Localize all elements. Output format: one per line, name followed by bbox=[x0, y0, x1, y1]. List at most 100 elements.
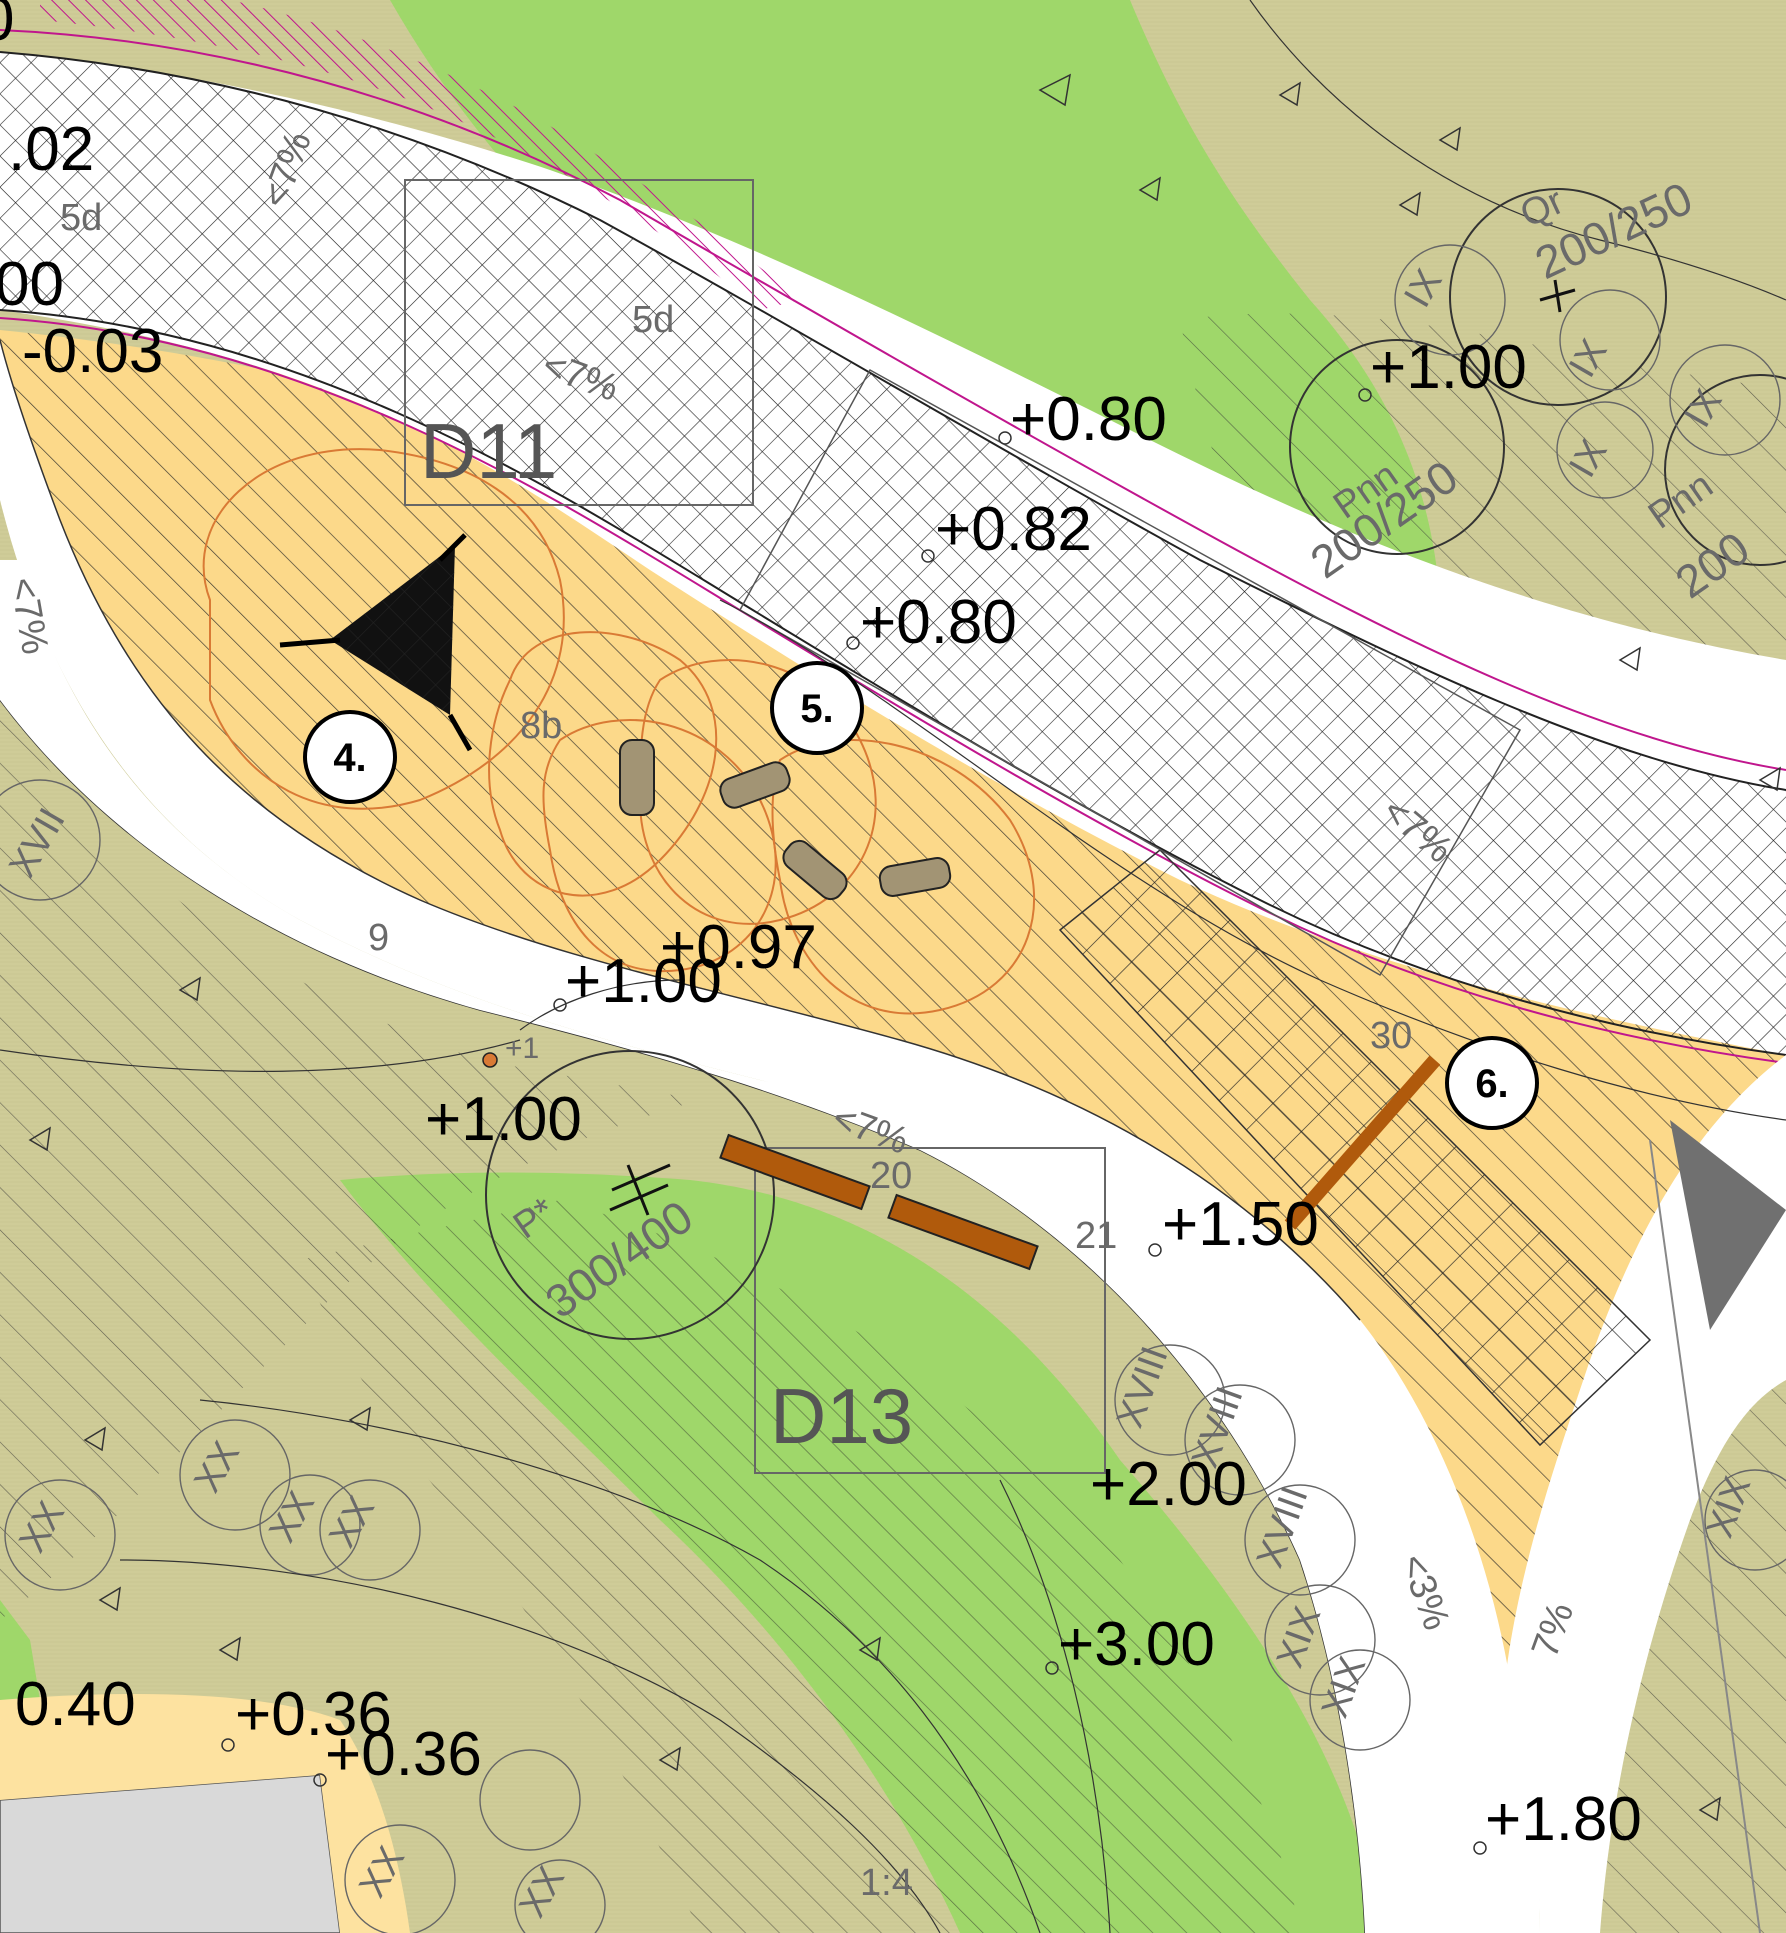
area-label-21: 21 bbox=[1075, 1215, 1117, 1257]
detail-code-d11: D11 bbox=[420, 407, 557, 495]
survey-point bbox=[846, 636, 860, 650]
tree-marker bbox=[609, 1183, 669, 1212]
area-label-5d-b: 5d bbox=[632, 299, 674, 341]
small-tree bbox=[0, 779, 101, 901]
small-tree bbox=[319, 1479, 421, 1581]
safety-zone-net bbox=[202, 448, 565, 810]
callout-label: 6. bbox=[1475, 1062, 1508, 1106]
area-label-20: 20 bbox=[870, 1155, 912, 1197]
triangle-marker bbox=[28, 1126, 51, 1152]
balance-beam bbox=[1284, 1055, 1441, 1230]
small-tree bbox=[1114, 1344, 1226, 1456]
gravel-path-edge-bottom bbox=[0, 309, 1786, 1056]
triangle-marker bbox=[1618, 646, 1641, 672]
entrance-arrow bbox=[1670, 1120, 1786, 1330]
survey-points bbox=[221, 388, 1487, 1855]
triangle-marker bbox=[658, 1746, 681, 1772]
small-tree bbox=[259, 1474, 361, 1576]
triangle-marker bbox=[218, 1636, 241, 1662]
elevation-label: +0.82 bbox=[935, 495, 1092, 564]
construction-box bbox=[738, 368, 1522, 977]
tree-p bbox=[485, 1050, 775, 1340]
scale-label: 1:4 bbox=[860, 1862, 913, 1904]
elevation-label: +1.00 bbox=[425, 1085, 582, 1154]
climbing-net-arm bbox=[438, 533, 467, 562]
elevation-label: +0.36 bbox=[325, 1720, 482, 1789]
contour-line bbox=[119, 1559, 941, 1933]
play-log bbox=[782, 839, 848, 901]
small-tree bbox=[1264, 1584, 1376, 1696]
play-log bbox=[619, 739, 655, 816]
area-label-30: 30 bbox=[1370, 1015, 1412, 1057]
elevation-label: +0.80 bbox=[860, 588, 1017, 657]
callout-circle bbox=[770, 661, 864, 755]
callout-6: 6. bbox=[1445, 1036, 1539, 1130]
tree-marker bbox=[626, 1164, 650, 1216]
small-trees bbox=[0, 244, 1786, 1933]
small-tree bbox=[479, 1749, 581, 1851]
triangle-marker bbox=[1438, 126, 1461, 152]
walking-path-main-outline bbox=[0, 339, 1361, 1321]
survey-point bbox=[553, 998, 567, 1012]
detail-box-d11 bbox=[404, 179, 754, 506]
triangle-marker bbox=[348, 1406, 371, 1432]
safety-zone-logs-a bbox=[488, 631, 718, 897]
contour-line bbox=[0, 1039, 521, 1072]
area-label-9: 9 bbox=[368, 917, 389, 959]
elevation-label: +1.80 bbox=[1485, 1785, 1642, 1854]
triangle-marker bbox=[1698, 1796, 1721, 1822]
small-tree bbox=[4, 1479, 116, 1591]
contour-line bbox=[999, 1479, 1111, 1933]
callout-4: 4. bbox=[303, 710, 397, 804]
lawn-hatch-bottom bbox=[300, 1200, 1300, 1933]
callout-label: 4. bbox=[333, 736, 366, 780]
small-tree bbox=[179, 1419, 291, 1531]
contour-line bbox=[719, 599, 1786, 1121]
climbing-net-mesh bbox=[330, 545, 455, 715]
survey-point bbox=[313, 1773, 327, 1787]
elevation-label: 0.40 bbox=[15, 1670, 136, 1739]
triangle-marker bbox=[1138, 176, 1161, 202]
sand-bottom-left bbox=[0, 1694, 410, 1933]
green-area-left-sliver bbox=[0, 1600, 40, 1720]
small-tree bbox=[1669, 344, 1781, 456]
area-label-5d-a: 5d bbox=[60, 197, 102, 239]
climbing-net bbox=[279, 533, 473, 752]
magenta-line-top bbox=[0, 29, 1786, 771]
survey-point bbox=[998, 431, 1012, 445]
triangle-marker bbox=[98, 1586, 121, 1612]
play-log bbox=[719, 761, 791, 809]
elevation-label: +2.00 bbox=[1090, 1450, 1247, 1519]
play-log bbox=[878, 857, 952, 897]
tree-qr bbox=[1449, 188, 1667, 406]
spot-marker bbox=[482, 1052, 498, 1068]
elevation-labels: 0 .02 00 -0.03 +0.80 +0.82 +0.80 +1.00 +… bbox=[0, 0, 1642, 1854]
triangle-marker bbox=[1398, 191, 1421, 217]
small-tree bbox=[1556, 401, 1654, 499]
small-tree bbox=[1309, 1649, 1411, 1751]
play-logs bbox=[619, 739, 952, 901]
survey-point bbox=[921, 549, 935, 563]
elevation-label: +1.50 bbox=[1162, 1190, 1319, 1259]
magenta-line-bottom bbox=[0, 317, 1786, 1064]
elevation-label: .02 bbox=[8, 115, 94, 184]
elevation-label: -0.03 bbox=[22, 317, 163, 386]
triangle-marker bbox=[178, 976, 201, 1002]
elevation-label: 00 bbox=[0, 250, 64, 319]
safety-zones bbox=[202, 448, 1035, 1015]
elevation-label: +0.80 bbox=[1010, 385, 1167, 454]
climbing-net-arm bbox=[279, 637, 341, 648]
survey-point bbox=[1148, 1243, 1162, 1257]
tree-markers bbox=[609, 279, 1576, 1216]
small-tree bbox=[514, 1859, 606, 1933]
triangle-marker bbox=[858, 1636, 881, 1662]
callout-circle bbox=[303, 710, 397, 804]
triangle-marker bbox=[1038, 73, 1071, 107]
small-tree bbox=[1184, 1384, 1296, 1496]
elevation-label: +3.00 bbox=[1058, 1610, 1215, 1679]
lawn-hatch-left bbox=[0, 700, 700, 1620]
small-tree bbox=[1394, 244, 1506, 356]
plus-one-label: +1 bbox=[505, 1032, 539, 1065]
contour-line bbox=[519, 979, 681, 1031]
